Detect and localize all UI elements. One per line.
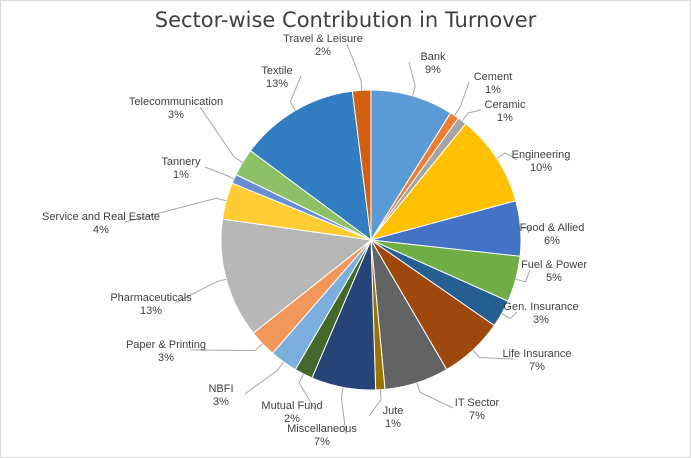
slice-label: Engineering: [512, 149, 571, 161]
slice-label: Travel & Leisure: [283, 33, 363, 45]
slice-label: Paper & Printing: [126, 339, 206, 351]
leader-line: [289, 75, 302, 111]
pie-slice: [370, 89, 452, 242]
slice-label: Textile: [261, 65, 292, 77]
slice-value-label: 6%: [544, 235, 560, 247]
slice-label: Mutual Fund: [261, 400, 322, 412]
leader-line: [298, 373, 317, 412]
slice-value-label: 3%: [533, 314, 549, 326]
leader-line: [189, 343, 263, 351]
leader-line: [368, 389, 382, 417]
slice-label: Jute: [383, 405, 404, 417]
slice-value-label: 3%: [213, 396, 229, 408]
slice-label: Food & Allied: [520, 222, 585, 234]
slice-value-label: 10%: [530, 162, 552, 174]
slice-label: Fuel & Power: [521, 259, 587, 271]
slice-label: Tannery: [161, 156, 201, 168]
slice-value-label: 7%: [469, 410, 485, 422]
slice-label: Life Insurance: [502, 348, 571, 360]
slice-value-label: 1%: [497, 112, 513, 124]
slice-label: IT Sector: [455, 397, 500, 409]
slice-value-label: 13%: [140, 305, 162, 317]
slice-value-label: 1%: [385, 418, 401, 430]
slice-label: Cement: [474, 71, 513, 83]
leader-line: [346, 43, 363, 91]
slice-label: Gen. Insurance: [503, 301, 578, 313]
pie-slice: [220, 218, 373, 334]
slice-label: Telecommunication: [129, 96, 223, 108]
slice-label: Service and Real Estate: [42, 211, 160, 223]
leader-line: [174, 278, 227, 304]
leader-line: [472, 349, 514, 360]
leader-line: [199, 106, 243, 163]
slice-value-label: 13%: [266, 78, 288, 90]
slice-value-label: 1%: [173, 169, 189, 181]
slice-label: Miscellaneous: [287, 423, 357, 435]
leader-line: [515, 269, 531, 283]
leader-line: [204, 166, 235, 180]
leader-line: [124, 197, 227, 223]
slice-label: Pharmaceuticals: [110, 292, 192, 304]
leader-line: [501, 311, 518, 320]
slice-value-label: 9%: [425, 64, 441, 76]
leader-line: [454, 81, 470, 116]
leader-line: [340, 387, 347, 435]
slice-value-label: 3%: [158, 352, 174, 364]
slice-value-label: 1%: [485, 84, 501, 96]
slice-value-label: 7%: [529, 361, 545, 373]
slice-value-label: 2%: [315, 46, 331, 58]
slice-label: Bank: [420, 51, 446, 63]
leader-line: [416, 382, 454, 409]
chart-title: Sector-wise Contribution in Turnover: [154, 8, 537, 32]
slice-value-label: 7%: [314, 436, 330, 448]
slice-value-label: 4%: [93, 224, 109, 236]
leader-line: [520, 227, 532, 234]
slice-value-label: 2%: [284, 413, 300, 425]
slice-value-label: 5%: [546, 272, 562, 284]
leader-line: [496, 152, 518, 161]
slice-label: NBFI: [208, 383, 233, 395]
leader-line: [461, 109, 482, 122]
slice-label: Ceramic: [485, 99, 526, 111]
leader-line: [244, 361, 284, 395]
slice-value-label: 3%: [168, 109, 184, 121]
leader-line: [408, 61, 416, 96]
